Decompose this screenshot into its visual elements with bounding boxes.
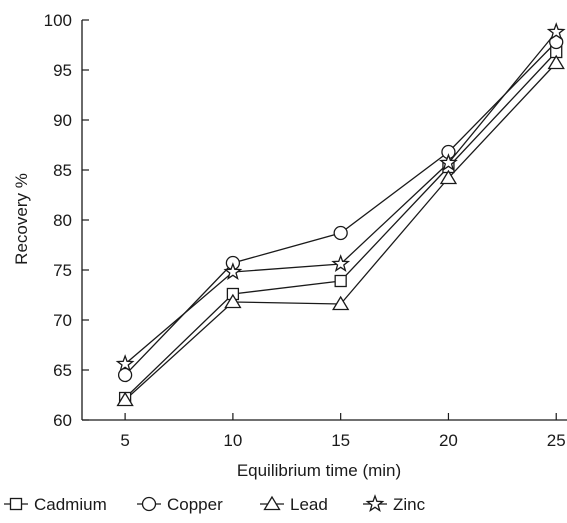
- data-point-lead: [332, 295, 350, 311]
- y-tick-label: 60: [53, 411, 72, 430]
- y-tick-label: 65: [53, 361, 72, 380]
- series-markers: [115, 22, 566, 407]
- x-tick-label: 5: [120, 431, 129, 450]
- y-tick-label: 95: [53, 61, 72, 80]
- legend-marker-lead: [263, 495, 281, 511]
- axes: [81, 19, 567, 421]
- data-point-zinc: [439, 153, 458, 172]
- series-line-zinc: [124, 31, 557, 365]
- data-point-zinc: [331, 254, 351, 273]
- data-point-lead: [547, 54, 565, 70]
- data-point-copper: [333, 225, 348, 241]
- x-axis-label: Equilibrium time (min): [237, 461, 401, 480]
- legend-marker-copper: [141, 496, 157, 512]
- legend-label-copper: Copper: [167, 495, 223, 514]
- legend-label-zinc: Zinc: [393, 495, 426, 514]
- legend: Cadmium Copper Lead Zinc: [4, 494, 426, 514]
- data-point-zinc: [546, 22, 566, 41]
- x-tick-label: 10: [223, 431, 242, 450]
- data-point-lead: [116, 391, 134, 407]
- series-line-copper: [124, 41, 557, 376]
- x-tick-label: 25: [547, 431, 566, 450]
- y-tick-label: 100: [44, 11, 72, 30]
- y-tick-label: 90: [53, 111, 72, 130]
- data-point-lead: [439, 169, 458, 185]
- legend-label-lead: Lead: [290, 495, 328, 514]
- y-tick-label: 80: [53, 211, 72, 230]
- legend-marker-cadmium: [9, 497, 23, 511]
- data-point-cadmium: [334, 274, 347, 288]
- data-point-zinc: [115, 354, 135, 373]
- x-tick-label: 15: [331, 431, 350, 450]
- legend-label-cadmium: Cadmium: [34, 495, 107, 514]
- legend-marker-zinc: [365, 494, 385, 513]
- x-tick-label: 20: [439, 431, 458, 450]
- y-tick-label: 85: [53, 161, 72, 180]
- y-axis-label: Recovery %: [12, 173, 31, 265]
- series-line-cadmium: [124, 51, 557, 399]
- tick-labels: 60 65 70 75 80 85 90 95 100 5 10 15 20 25: [44, 11, 566, 450]
- data-point-lead: [224, 293, 242, 309]
- data-point-copper: [117, 367, 133, 383]
- series-lines: [124, 31, 557, 401]
- y-tick-label: 75: [53, 261, 72, 280]
- data-point-zinc: [223, 262, 243, 281]
- y-tick-label: 70: [53, 311, 72, 330]
